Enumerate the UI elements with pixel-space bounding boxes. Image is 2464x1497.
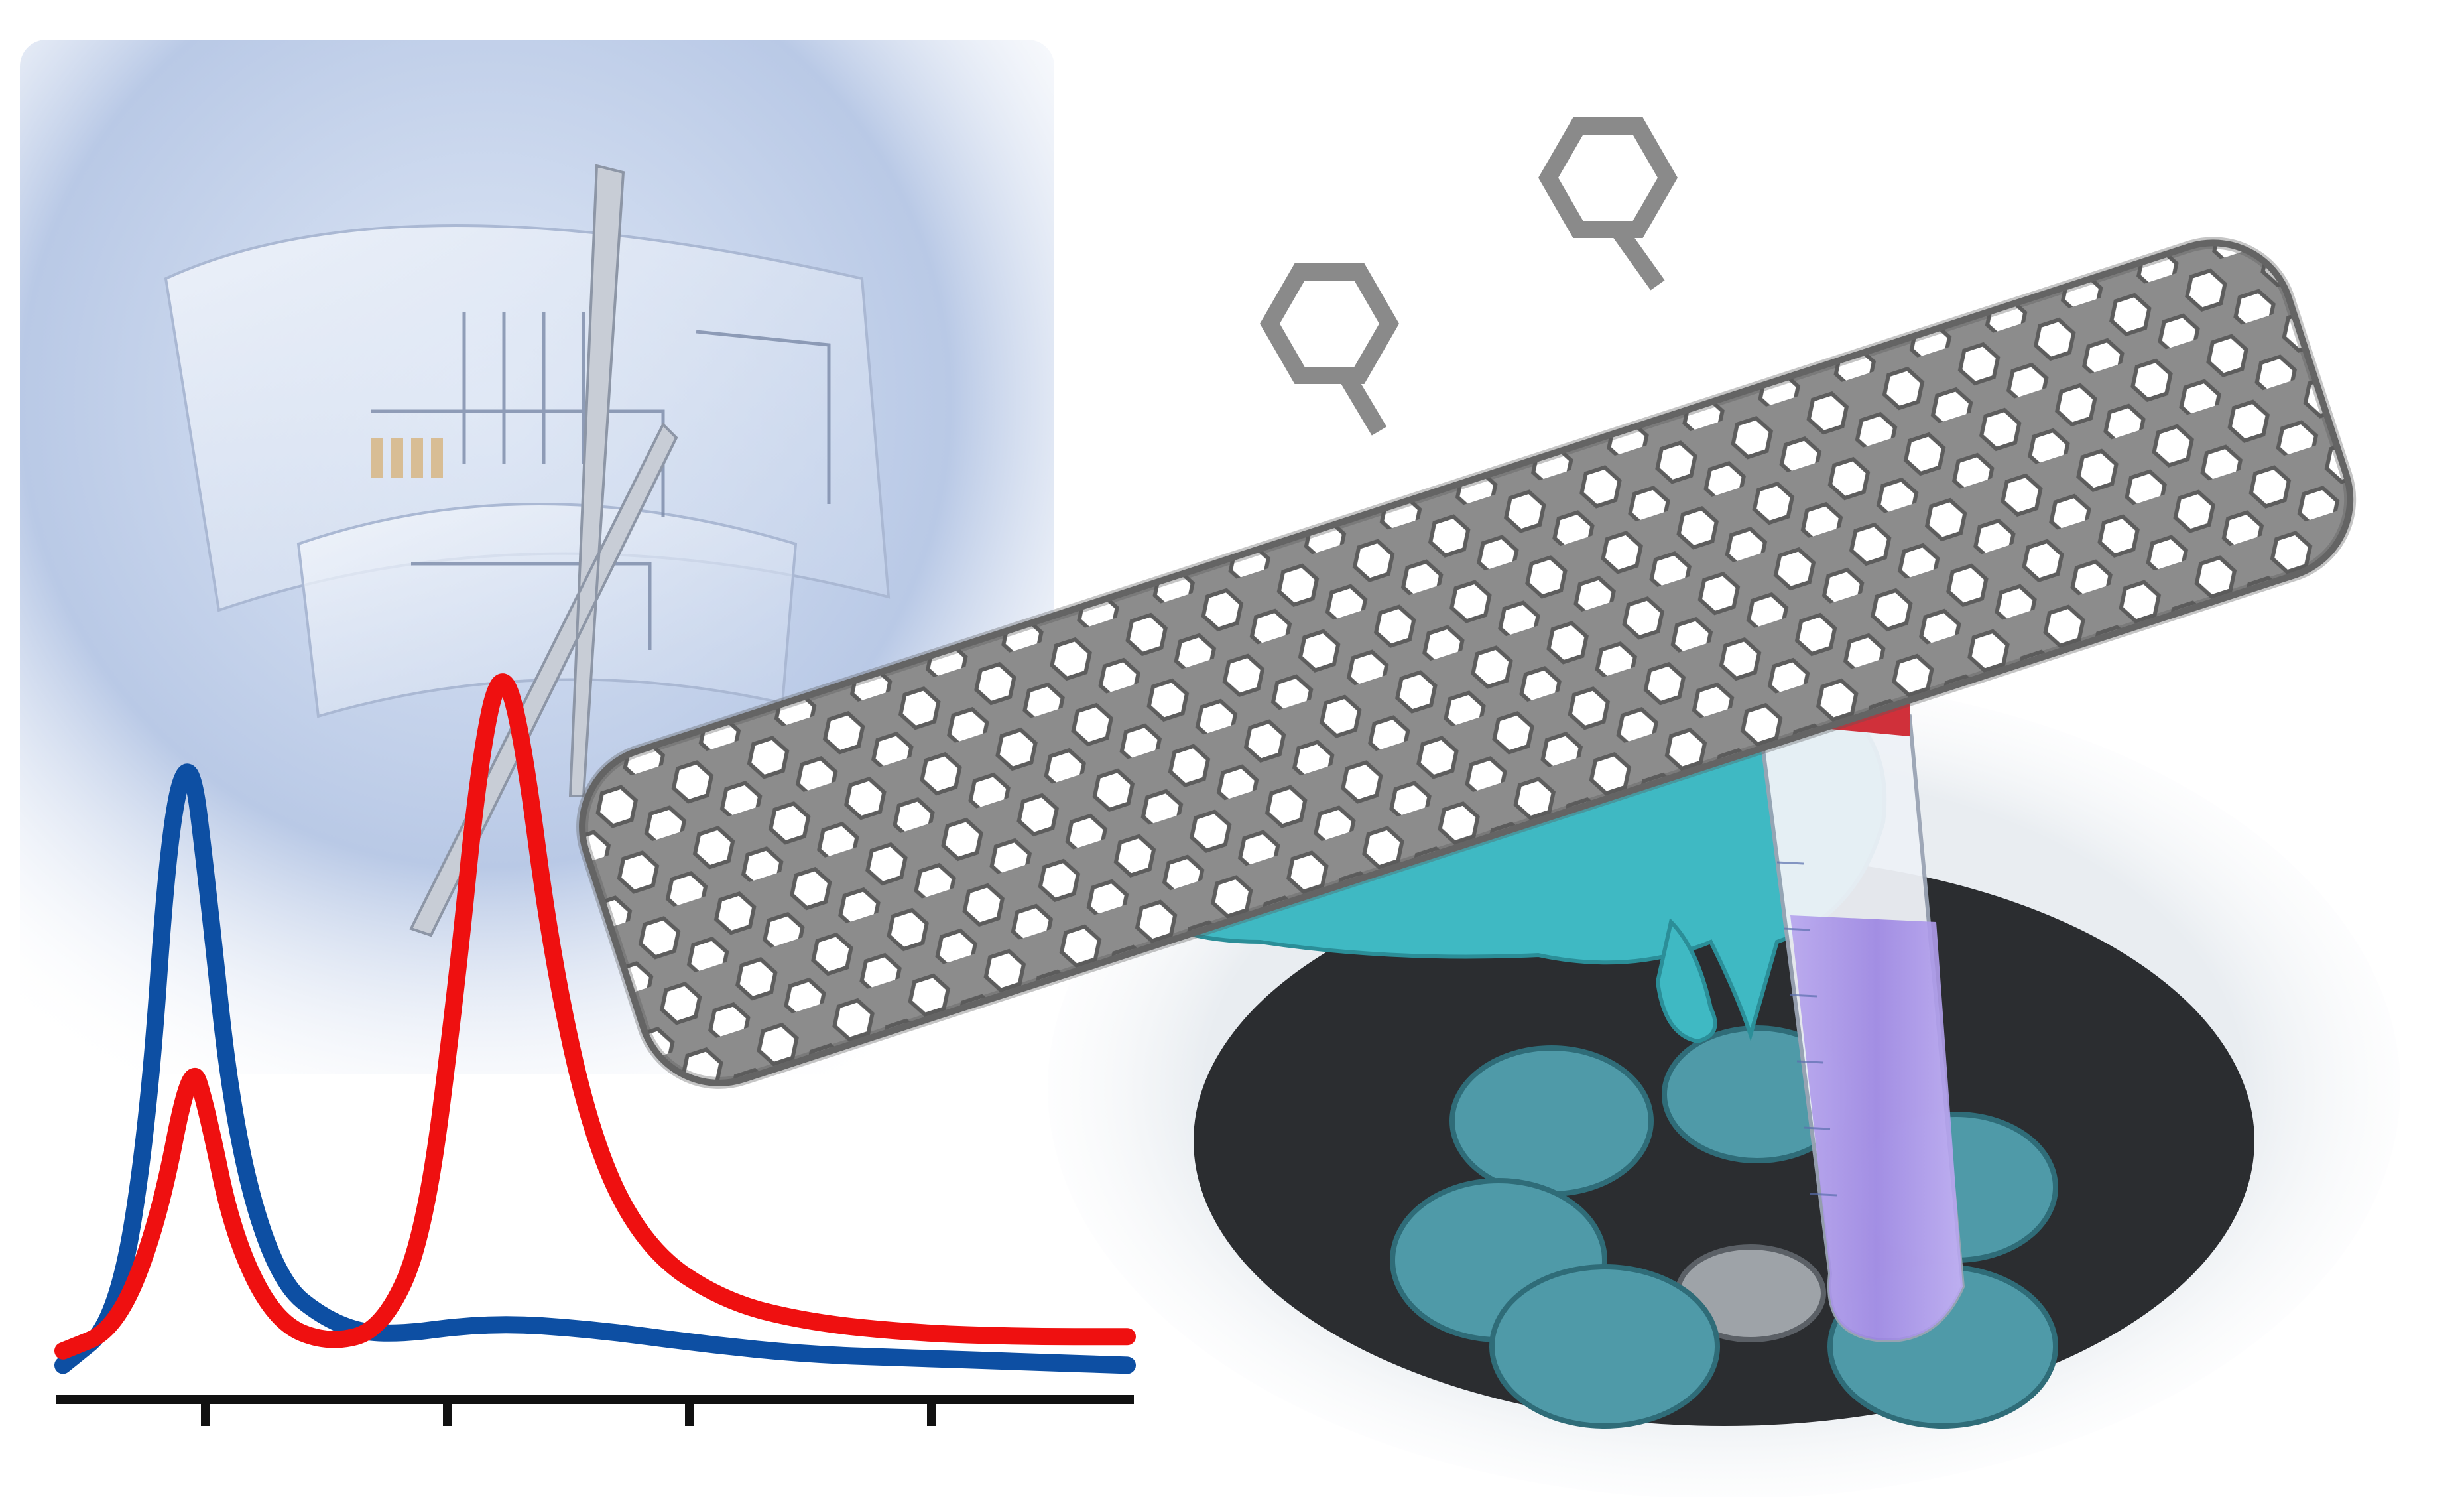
nanotube-side-group-2: [1538, 117, 1678, 291]
x-axis-ticks: [201, 1399, 936, 1426]
tweezers-icon: [409, 164, 678, 937]
chart-series-group: [54, 673, 1136, 1374]
series-red-line: [54, 673, 1136, 1360]
flexible-electronics-film-icon: [164, 224, 891, 718]
centrifuge-photo: [1048, 641, 2400, 1497]
spectrum-chart: [54, 673, 1136, 1426]
series-blue-line: [54, 763, 1136, 1374]
nanotube-side-group-1: [1259, 263, 1400, 436]
carbon-nanotube-model-icon: [576, 117, 2357, 1089]
